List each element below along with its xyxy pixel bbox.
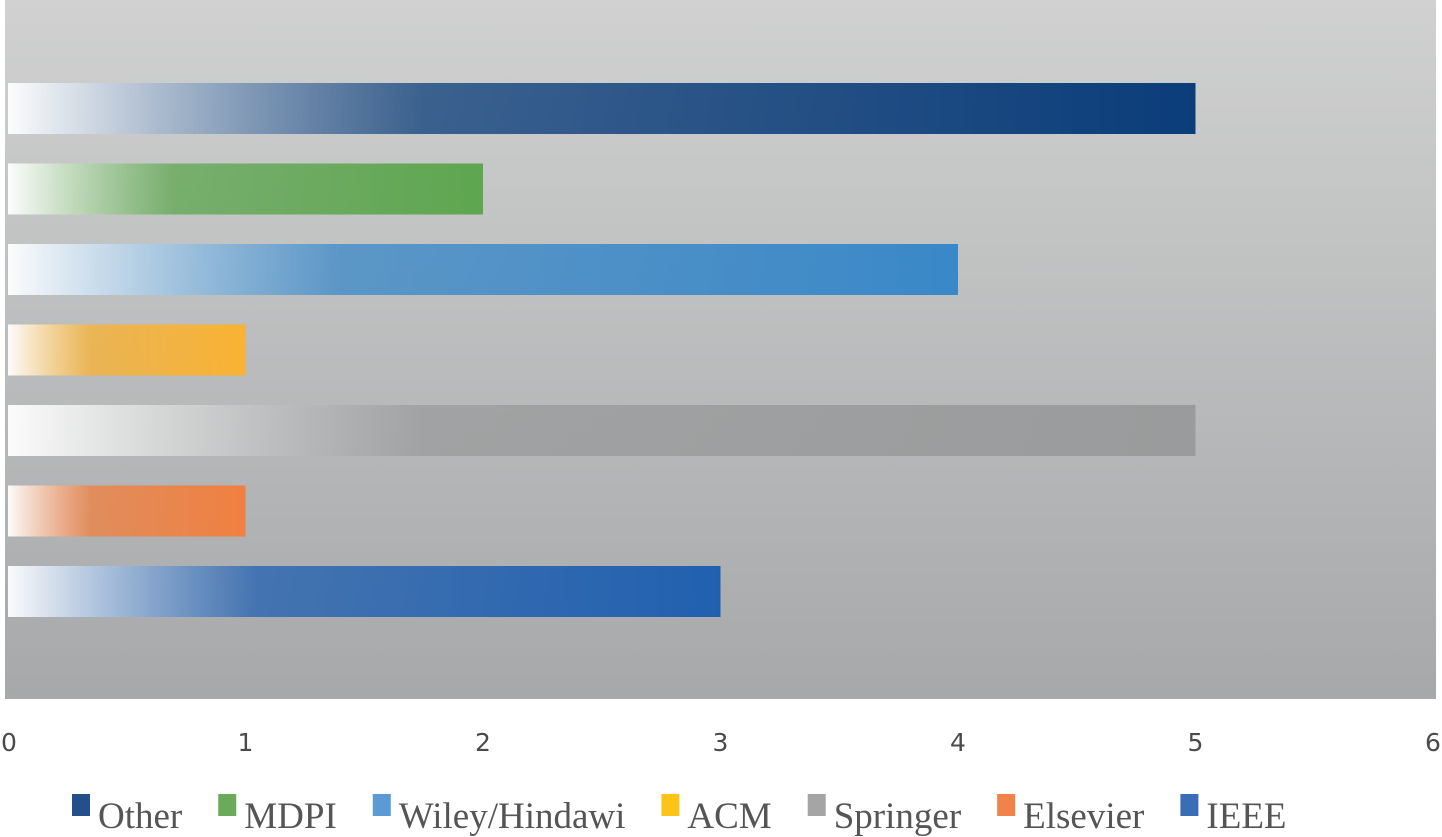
bar-mdpi bbox=[8, 163, 483, 215]
bar-ieee bbox=[8, 566, 721, 617]
legend-label-ieee: IEEE bbox=[1206, 796, 1286, 837]
legend-marker-acm bbox=[661, 794, 680, 816]
legend-label-mdpi: MDPI bbox=[244, 796, 337, 837]
legend-item-acm: ACM bbox=[661, 794, 772, 837]
legend-item-springer: Springer bbox=[807, 794, 961, 837]
legend-marker-other bbox=[72, 794, 90, 816]
bar-wiley-hindawi bbox=[8, 244, 958, 295]
legend-marker-wiley-hindawi bbox=[372, 794, 391, 816]
legend-label-wiley-hindawi: Wiley/Hindawi bbox=[399, 796, 626, 837]
x-tick-label: 2 bbox=[475, 728, 491, 757]
bar-acm bbox=[8, 324, 246, 376]
legend-label-elsevier: Elsevier bbox=[1023, 796, 1144, 837]
bar-elsevier bbox=[8, 485, 246, 537]
x-tick-label: 0 bbox=[1, 728, 17, 757]
x-tick-label: 6 bbox=[1425, 728, 1441, 757]
x-tick-label: 3 bbox=[713, 728, 729, 757]
legend-label-other: Other bbox=[98, 796, 182, 837]
legend-item-ieee: IEEE bbox=[1180, 794, 1287, 837]
x-tick-label: 1 bbox=[238, 728, 254, 757]
bar-springer bbox=[8, 405, 1196, 456]
legend-marker-springer bbox=[807, 794, 826, 816]
legend-marker-ieee bbox=[1180, 794, 1199, 816]
bar-other bbox=[8, 83, 1196, 134]
legend-label-springer: Springer bbox=[834, 796, 961, 837]
legend-marker-mdpi bbox=[218, 794, 237, 816]
legend-item-wiley-hindawi: Wiley/Hindawi bbox=[372, 794, 626, 837]
legend-label-acm: ACM bbox=[687, 796, 771, 837]
legend-item-other: Other bbox=[72, 794, 182, 837]
x-tick-label: 4 bbox=[950, 728, 966, 757]
legend-item-mdpi: MDPI bbox=[218, 794, 337, 837]
legend-marker-elsevier bbox=[997, 794, 1016, 816]
x-tick-label: 5 bbox=[1188, 728, 1204, 757]
legend-item-elsevier: Elsevier bbox=[997, 794, 1144, 837]
